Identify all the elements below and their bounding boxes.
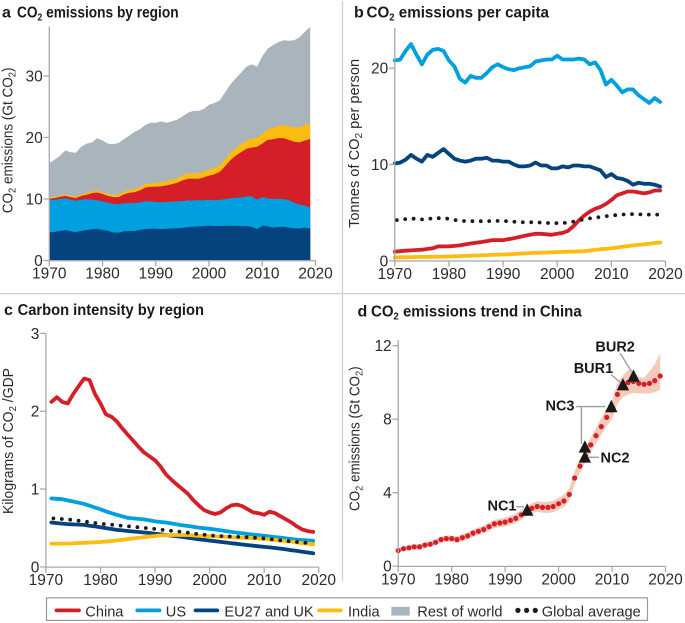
- svg-text:Carbon intensity by region: Carbon intensity by region: [18, 302, 204, 319]
- svg-text:China: China: [85, 604, 124, 620]
- svg-text:0: 0: [383, 559, 392, 576]
- svg-text:2010: 2010: [247, 572, 282, 589]
- svg-text:30: 30: [26, 68, 44, 85]
- svg-text:c: c: [4, 302, 13, 319]
- svg-text:3: 3: [31, 326, 40, 343]
- svg-text:CO2 emissions (Gt CO2): CO2 emissions (Gt CO2): [0, 67, 18, 213]
- svg-text:1990: 1990: [486, 266, 521, 283]
- svg-text:1990: 1990: [139, 266, 174, 283]
- svg-text:1980: 1980: [434, 571, 469, 588]
- svg-text:EU27 and UK: EU27 and UK: [224, 604, 314, 620]
- svg-text:Tonnes of CO2 per person: Tonnes of CO2 per person: [347, 59, 365, 228]
- svg-text:2010: 2010: [594, 266, 629, 283]
- svg-text:10: 10: [26, 191, 44, 208]
- svg-text:Global average: Global average: [542, 604, 641, 620]
- svg-text:1990: 1990: [138, 572, 173, 589]
- svg-text:India: India: [348, 604, 381, 620]
- svg-text:b: b: [354, 4, 364, 21]
- svg-text:2020: 2020: [298, 266, 333, 283]
- svg-text:BUR2: BUR2: [595, 340, 634, 356]
- svg-text:US: US: [166, 604, 187, 620]
- svg-text:1970: 1970: [381, 571, 416, 588]
- svg-text:CO2 emissions per capita: CO2 emissions per capita: [367, 4, 550, 23]
- svg-text:4: 4: [383, 485, 392, 502]
- svg-text:Kilograms of CO2 /GDP: Kilograms of CO2 /GDP: [1, 368, 19, 514]
- svg-text:1970: 1970: [378, 266, 413, 283]
- svg-text:d: d: [358, 304, 368, 321]
- svg-text:2020: 2020: [648, 266, 683, 283]
- svg-text:0: 0: [34, 253, 43, 270]
- svg-text:a: a: [2, 4, 11, 21]
- svg-text:2000: 2000: [192, 266, 227, 283]
- svg-text:20: 20: [26, 130, 44, 147]
- svg-text:BUR1: BUR1: [574, 361, 613, 377]
- svg-text:2: 2: [31, 404, 40, 421]
- svg-text:NC1: NC1: [487, 499, 516, 515]
- svg-text:NC3: NC3: [545, 398, 574, 414]
- svg-text:2000: 2000: [540, 266, 575, 283]
- svg-text:2020: 2020: [648, 571, 683, 588]
- svg-text:1990: 1990: [488, 571, 523, 588]
- svg-text:1980: 1980: [432, 266, 467, 283]
- svg-text:10: 10: [371, 157, 389, 174]
- svg-text:CO2 emissions by region: CO2 emissions by region: [17, 4, 179, 23]
- svg-text:2000: 2000: [192, 572, 227, 589]
- svg-text:1970: 1970: [32, 266, 67, 283]
- svg-text:20: 20: [371, 61, 389, 78]
- svg-text:2000: 2000: [541, 571, 576, 588]
- svg-text:0: 0: [380, 253, 389, 270]
- svg-text:Rest of world: Rest of world: [417, 604, 502, 620]
- svg-text:8: 8: [383, 412, 392, 429]
- svg-text:0: 0: [31, 559, 40, 576]
- svg-text:1970: 1970: [29, 572, 64, 589]
- svg-text:1980: 1980: [83, 572, 118, 589]
- svg-text:2010: 2010: [245, 266, 280, 283]
- svg-text:2020: 2020: [301, 572, 336, 589]
- svg-text:NC2: NC2: [601, 450, 630, 466]
- svg-text:2010: 2010: [595, 571, 630, 588]
- svg-text:CO2 emissions trend in China: CO2 emissions trend in China: [371, 304, 582, 323]
- svg-text:CO2 emissions (Gt CO2): CO2 emissions (Gt CO2): [347, 366, 365, 511]
- svg-text:12: 12: [374, 338, 391, 355]
- svg-text:1980: 1980: [85, 266, 120, 283]
- svg-text:1: 1: [31, 482, 40, 499]
